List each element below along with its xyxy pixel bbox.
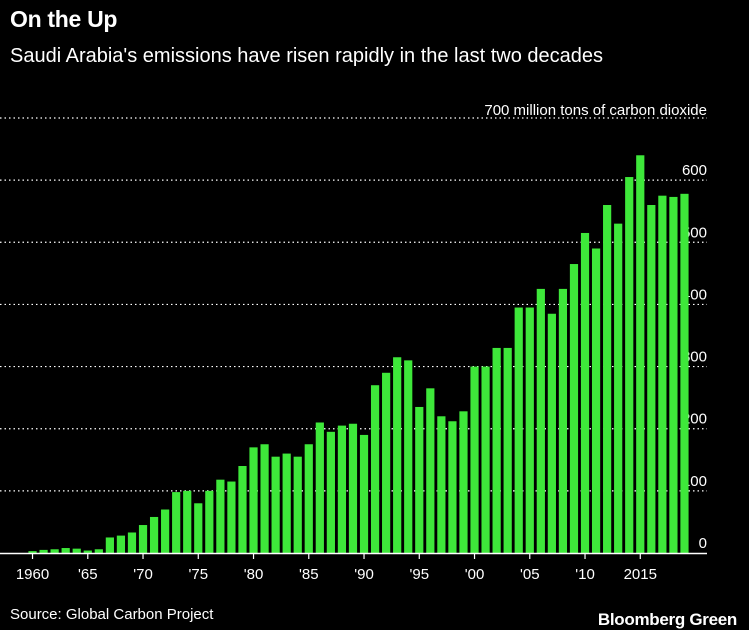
bar-1967 bbox=[105, 537, 114, 553]
bar-1976 bbox=[205, 490, 214, 553]
x-tick-label-1985: '85 bbox=[299, 566, 319, 583]
bar-1984 bbox=[293, 456, 302, 553]
source-note: Source: Global Carbon Project bbox=[10, 606, 214, 623]
bar-2003 bbox=[503, 347, 512, 553]
bar-1999 bbox=[459, 411, 468, 553]
bar-1985 bbox=[304, 444, 313, 553]
bar-1972 bbox=[161, 509, 170, 553]
bar-1995 bbox=[415, 406, 424, 553]
bar-1970 bbox=[138, 525, 148, 553]
bar-1988 bbox=[337, 425, 347, 553]
bar-2005 bbox=[525, 307, 534, 553]
bar-1977 bbox=[216, 479, 225, 553]
bar-2015 bbox=[636, 155, 645, 554]
y-axis-unit-label: 700 million tons of carbon dioxide bbox=[484, 102, 707, 119]
bar-2000 bbox=[470, 366, 479, 553]
bar-2011 bbox=[591, 248, 601, 553]
bar-2019 bbox=[680, 193, 689, 554]
bar-1960 bbox=[28, 551, 37, 553]
bar-1966 bbox=[94, 549, 103, 553]
x-tick-label-2005: '05 bbox=[520, 566, 540, 583]
bar-1962 bbox=[50, 549, 59, 553]
bar-2010 bbox=[580, 232, 590, 553]
bar-2007 bbox=[547, 313, 556, 553]
bar-1987 bbox=[326, 431, 335, 553]
bar-1964 bbox=[72, 548, 81, 553]
x-tick-label-1970: '70 bbox=[133, 566, 153, 583]
bar-1980 bbox=[249, 447, 258, 553]
bar-1968 bbox=[116, 535, 126, 553]
y-tick-label-600: 600 bbox=[682, 162, 707, 179]
x-tick-label-2010: '10 bbox=[575, 566, 595, 583]
x-tick-label-1995: '95 bbox=[409, 566, 429, 583]
bar-1975 bbox=[194, 503, 203, 553]
bar-1965 bbox=[83, 550, 92, 553]
bar-1963 bbox=[61, 548, 70, 553]
bar-1961 bbox=[39, 549, 48, 553]
bar-2012 bbox=[603, 205, 612, 553]
bar-2017 bbox=[658, 195, 667, 553]
bar-1974 bbox=[183, 490, 192, 553]
bar-2014 bbox=[625, 177, 634, 554]
bar-1998 bbox=[448, 421, 457, 553]
bar-1993 bbox=[393, 357, 402, 553]
bar-1997 bbox=[437, 416, 446, 553]
bar-2016 bbox=[647, 205, 656, 553]
chart-title: On the Up bbox=[10, 6, 118, 32]
bar-1986 bbox=[315, 422, 324, 553]
bar-2008 bbox=[558, 288, 568, 553]
bar-1969 bbox=[127, 532, 137, 553]
bar-1990 bbox=[359, 434, 369, 553]
bar-1978 bbox=[227, 481, 236, 553]
x-tick-label-1990: '90 bbox=[354, 566, 374, 583]
bar-1971 bbox=[149, 516, 159, 553]
chart-subtitle: Saudi Arabia's emissions have risen rapi… bbox=[10, 45, 604, 67]
bar-1991 bbox=[370, 385, 380, 553]
x-tick-label-1975: '75 bbox=[188, 566, 208, 583]
bar-1983 bbox=[282, 453, 291, 553]
bar-2002 bbox=[492, 347, 501, 553]
bar-1989 bbox=[348, 423, 358, 553]
brand-logo: Bloomberg Green bbox=[597, 610, 737, 629]
bar-2013 bbox=[614, 223, 623, 553]
bar-2018 bbox=[669, 196, 678, 553]
bar-1992 bbox=[382, 372, 391, 553]
bar-2001 bbox=[481, 366, 490, 553]
x-tick-label-1980: '80 bbox=[244, 566, 264, 583]
x-tick-label-1965: '65 bbox=[78, 566, 98, 583]
bar-2009 bbox=[569, 264, 579, 553]
bar-2004 bbox=[514, 307, 523, 553]
bar-2006 bbox=[536, 288, 545, 553]
x-tick-label-2015: 2015 bbox=[624, 566, 657, 583]
x-tick-label-1960: 1960 bbox=[16, 566, 49, 583]
x-tick-label-2000: '00 bbox=[465, 566, 485, 583]
bar-1981 bbox=[260, 444, 269, 553]
y-tick-label-0: 0 bbox=[699, 535, 707, 552]
bar-1982 bbox=[271, 456, 280, 553]
bar-1996 bbox=[426, 388, 435, 553]
bar-1979 bbox=[238, 466, 247, 553]
bar-1973 bbox=[172, 492, 181, 553]
bar-1994 bbox=[404, 360, 413, 553]
